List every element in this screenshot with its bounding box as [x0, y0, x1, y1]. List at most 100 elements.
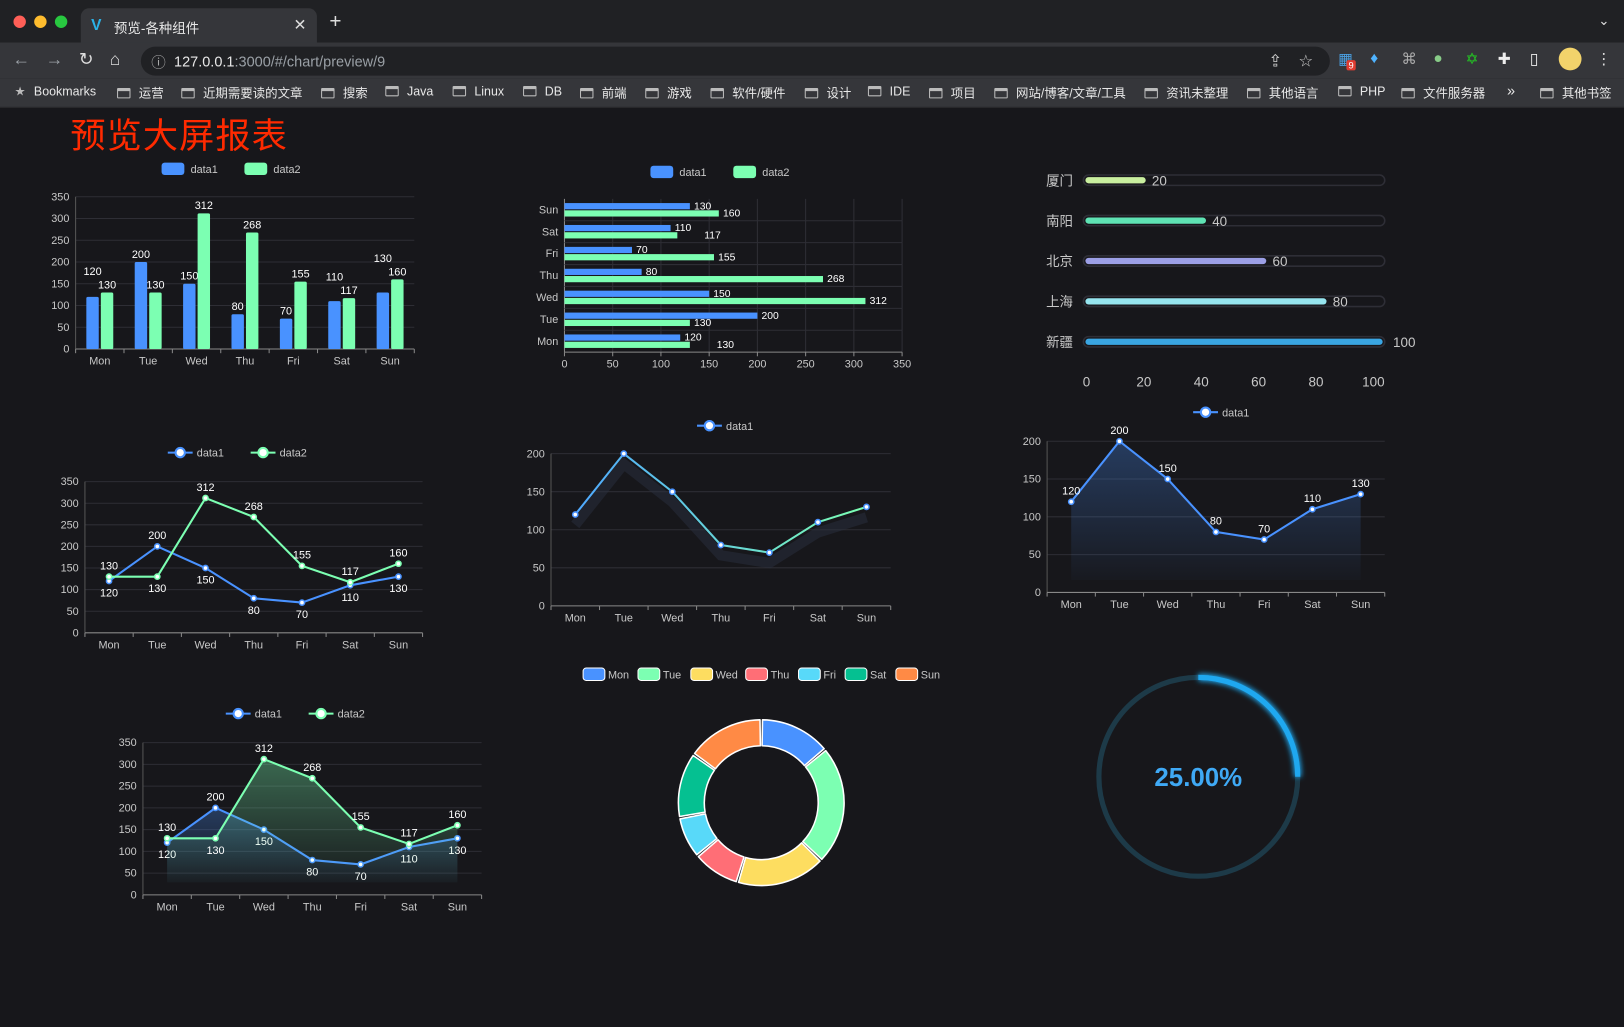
- x-tick-label: Mon: [157, 901, 178, 913]
- share-icon[interactable]: ⇪: [1268, 52, 1283, 71]
- extension-diamond-icon[interactable]: ♦: [1370, 49, 1379, 68]
- bar-data1: [328, 301, 341, 350]
- address-bar[interactable]: ⓘ 127.0.0.1:3000/#/chart/preview/9 ⇪ ☆: [140, 46, 1330, 76]
- x-tick-label: 40: [1194, 374, 1209, 389]
- data-label: 70: [636, 245, 648, 256]
- y-tick-label: Mon: [537, 336, 558, 348]
- data-point: [1116, 437, 1123, 445]
- side-panel-icon[interactable]: ▯: [1529, 50, 1539, 69]
- site-info-icon[interactable]: ⓘ: [151, 53, 166, 71]
- back-icon[interactable]: ←: [12, 49, 31, 70]
- category-label: 上海: [1046, 295, 1073, 310]
- legend-item[interactable]: Wed: [690, 667, 738, 681]
- legend-item[interactable]: Thu: [745, 667, 790, 681]
- category-label: 新疆: [1046, 335, 1073, 350]
- legend-item[interactable]: data2: [250, 446, 307, 460]
- extensions-puzzle-icon[interactable]: ✚: [1497, 50, 1511, 69]
- progress-fill: [1085, 177, 1146, 184]
- legend-item[interactable]: Sun: [895, 667, 940, 681]
- x-tick-label: Fri: [1258, 599, 1271, 611]
- bookmark-folder[interactable]: 搜索: [321, 84, 368, 102]
- bookmark-folder[interactable]: 项目: [929, 84, 976, 102]
- tab-active[interactable]: V 预览-各种组件 ✕: [80, 8, 317, 43]
- new-tab-button[interactable]: +: [329, 10, 342, 34]
- bookmark-folder[interactable]: 文件服务器: [1401, 84, 1485, 102]
- bookmarks-button[interactable]: ★ Bookmarks: [14, 84, 96, 98]
- data-label: 130: [389, 583, 407, 595]
- bookmark-folder[interactable]: 网站/博客/文章/工具: [994, 84, 1126, 102]
- pie-slice-sun[interactable]: [693, 719, 762, 770]
- home-icon[interactable]: ⌂: [109, 49, 121, 70]
- bookmark-label: IDE: [889, 83, 911, 99]
- data-label: 200: [206, 792, 224, 804]
- x-tick-label: Tue: [206, 901, 224, 913]
- bookmark-folder[interactable]: 前端: [579, 84, 627, 102]
- legend-item[interactable]: data1: [161, 162, 218, 176]
- legend-item[interactable]: Tue: [637, 667, 681, 681]
- legend-item[interactable]: Fri: [798, 667, 837, 681]
- y-tick-label: 300: [61, 498, 79, 510]
- profile-avatar[interactable]: [1558, 47, 1582, 71]
- bookmark-folder[interactable]: 设计: [804, 84, 851, 102]
- extension-circle-icon[interactable]: ●: [1433, 49, 1443, 68]
- bookmark-folder[interactable]: Java: [385, 84, 433, 98]
- legend-label: Tue: [663, 669, 681, 681]
- forward-icon[interactable]: →: [45, 49, 64, 70]
- legend-swatch: [745, 667, 768, 681]
- bookmark-folder[interactable]: IDE: [867, 83, 911, 99]
- extension-grid-icon[interactable]: ▦ 9: [1338, 50, 1356, 71]
- legend-item[interactable]: data1: [167, 446, 224, 460]
- y-tick-label: 50: [1029, 549, 1041, 561]
- data-label: 120: [83, 266, 101, 278]
- bookmark-folder[interactable]: 近期需要读的文章: [181, 84, 302, 102]
- pie-slice-mon[interactable]: [761, 719, 825, 767]
- legend-item[interactable]: data2: [308, 707, 365, 721]
- legend-item[interactable]: data1: [225, 707, 282, 721]
- tab-search-chevron-icon[interactable]: ⌄: [1598, 12, 1610, 28]
- x-tick-label: Sat: [334, 356, 350, 368]
- data-point: [153, 543, 161, 550]
- bookmark-folder[interactable]: 游戏: [645, 84, 692, 102]
- bookmark-star-icon[interactable]: ☆: [1298, 52, 1314, 71]
- data-point: [395, 573, 402, 581]
- bookmark-folder[interactable]: 运营: [117, 84, 164, 102]
- legend-label: Mon: [608, 669, 629, 681]
- legend-item[interactable]: data1: [697, 419, 753, 433]
- pie-slice-thu[interactable]: [697, 838, 745, 883]
- minimize-window-button[interactable]: [34, 15, 47, 28]
- pie-slice-fri[interactable]: [679, 813, 718, 856]
- legend-item[interactable]: data1: [1193, 406, 1249, 419]
- bookmark-folder[interactable]: 其他语言: [1246, 84, 1318, 102]
- legend-item[interactable]: data2: [244, 162, 301, 176]
- pie-slice-sat[interactable]: [677, 754, 716, 818]
- legend-item[interactable]: data1: [650, 165, 707, 179]
- extension-command-icon[interactable]: ⌘: [1401, 50, 1417, 69]
- other-bookmarks-folder[interactable]: 其他书签: [1540, 84, 1612, 102]
- bookmark-folder[interactable]: 资讯未整理: [1144, 84, 1228, 102]
- bar-data2: [564, 254, 714, 261]
- bookmark-folder[interactable]: Linux: [452, 84, 504, 98]
- bookmark-label: 文件服务器: [1423, 85, 1486, 101]
- bookmark-folder[interactable]: 软件/硬件: [710, 84, 785, 102]
- data-point: [153, 573, 161, 581]
- legend-item[interactable]: Sat: [844, 667, 886, 681]
- extension-star-icon[interactable]: ✡: [1465, 50, 1479, 69]
- data-label: 130: [158, 822, 176, 834]
- bookmark-label: 项目: [950, 85, 976, 101]
- reload-icon[interactable]: ↻: [78, 49, 94, 70]
- legend-label: data1: [255, 709, 282, 721]
- x-tick-label: 20: [1136, 374, 1151, 389]
- bookmark-folder[interactable]: PHP: [1338, 84, 1385, 98]
- bookmark-folder[interactable]: DB: [523, 84, 562, 98]
- y-tick-label: Wed: [536, 292, 558, 304]
- y-tick-label: 0: [131, 889, 137, 901]
- close-tab-icon[interactable]: ✕: [293, 16, 307, 35]
- legend-item[interactable]: data2: [733, 165, 789, 179]
- menu-kebab-icon[interactable]: ⋮: [1596, 50, 1612, 69]
- pie-slice-tue[interactable]: [802, 749, 845, 861]
- close-window-button[interactable]: [13, 15, 26, 28]
- maximize-window-button[interactable]: [54, 15, 68, 28]
- legend-item[interactable]: Mon: [582, 667, 629, 681]
- more-bookmarks-button[interactable]: »: [1506, 81, 1516, 99]
- pie-slice-wed[interactable]: [737, 842, 821, 887]
